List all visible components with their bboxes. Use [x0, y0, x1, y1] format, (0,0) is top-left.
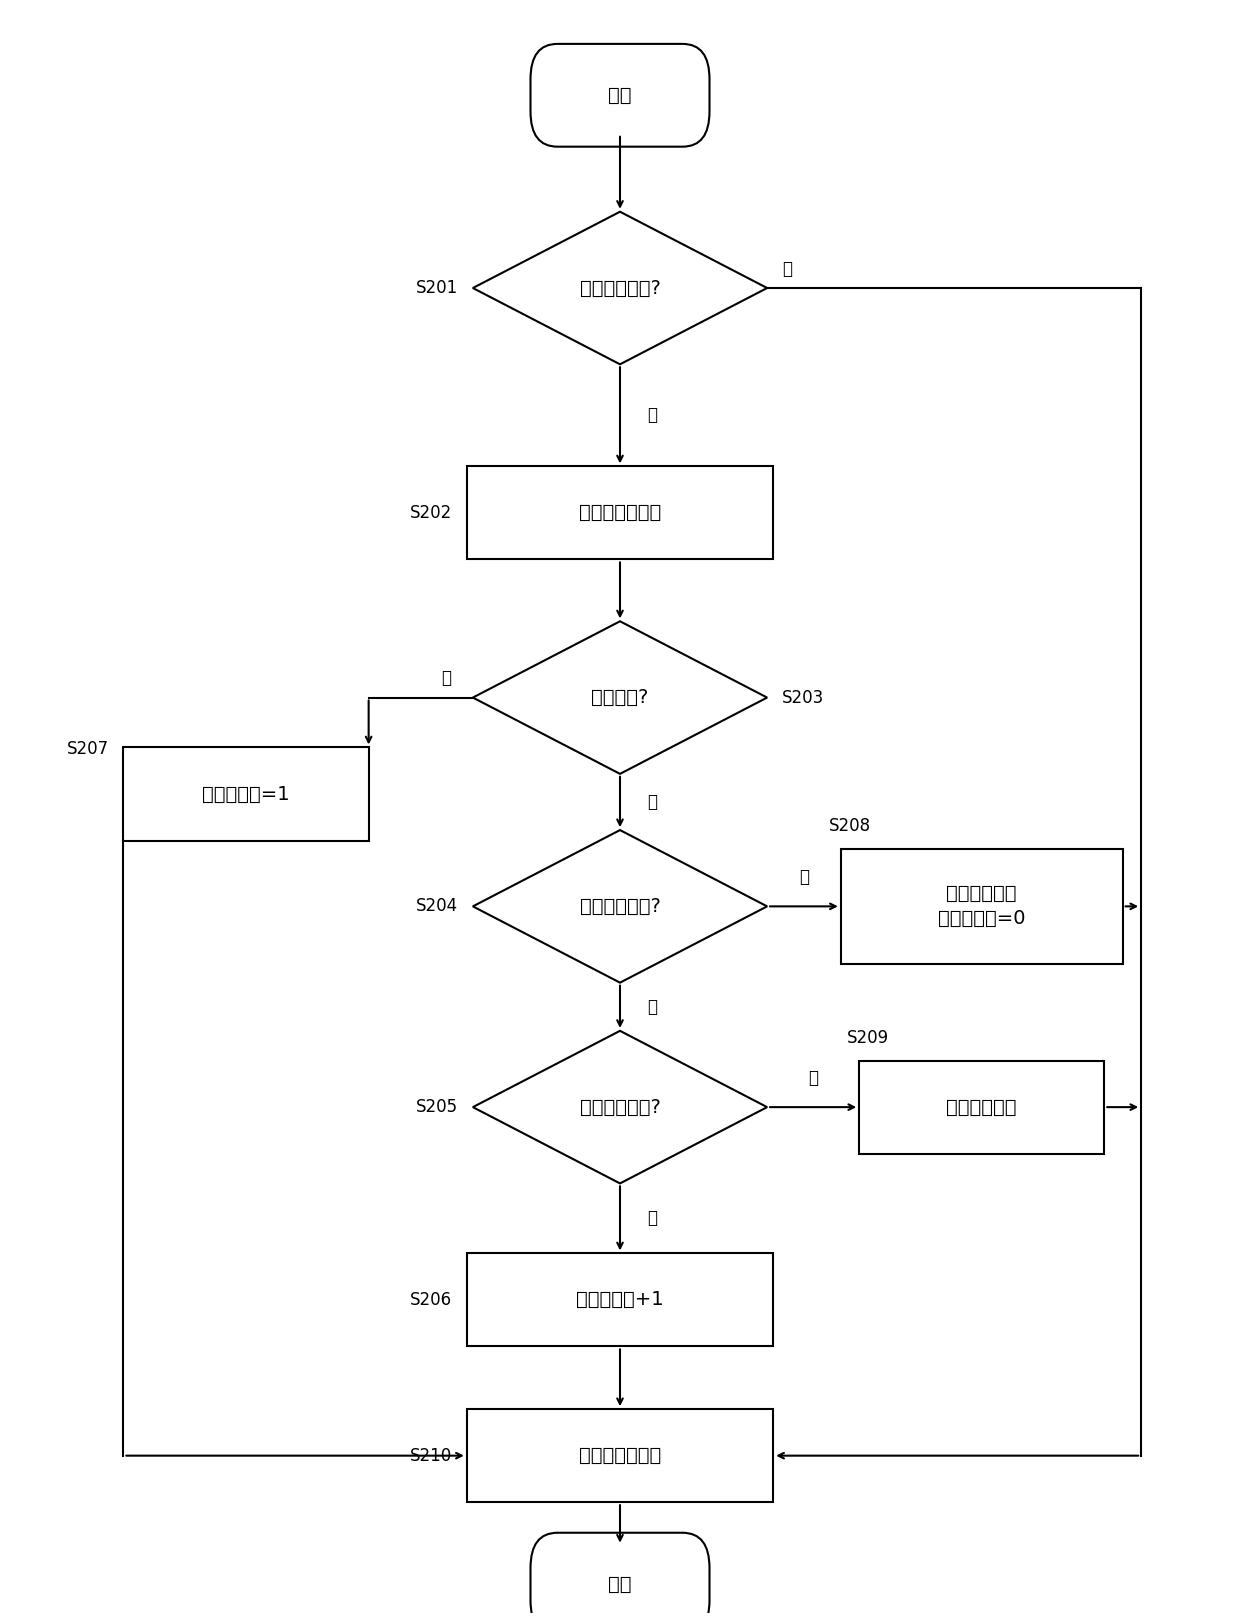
Text: 首次发送?: 首次发送?	[591, 688, 649, 706]
Text: 否: 否	[647, 1210, 657, 1228]
Text: 否: 否	[647, 998, 657, 1016]
Text: S209: S209	[847, 1029, 889, 1047]
Text: 否: 否	[782, 259, 792, 277]
Bar	[859, 1061, 1105, 1153]
Text: 是: 是	[440, 669, 451, 687]
Text: S202: S202	[409, 504, 453, 522]
Text: S210: S210	[409, 1447, 453, 1464]
Text: S207: S207	[67, 740, 109, 758]
Bar	[466, 1254, 774, 1346]
Text: S203: S203	[782, 688, 825, 706]
Text: 是: 是	[647, 407, 657, 424]
Text: S206: S206	[410, 1291, 453, 1309]
Text: 结束: 结束	[609, 1575, 631, 1594]
Text: S208: S208	[828, 816, 870, 834]
Text: 是: 是	[808, 1069, 818, 1087]
Text: 组建上传数据包: 组建上传数据包	[579, 504, 661, 522]
Text: S205: S205	[417, 1098, 458, 1116]
Polygon shape	[472, 1030, 768, 1184]
Text: 发送计数器+1: 发送计数器+1	[577, 1291, 663, 1309]
Bar	[841, 849, 1122, 964]
Text: 发送次数超标?: 发送次数超标?	[579, 1098, 661, 1116]
Text: 否: 否	[647, 792, 657, 812]
Text: 清除发送标志
发送计数器=0: 清除发送标志 发送计数器=0	[937, 885, 1025, 928]
Bar	[466, 467, 774, 559]
Polygon shape	[472, 829, 768, 983]
Bar	[124, 747, 368, 841]
Text: 发送故障处理: 发送故障处理	[946, 1098, 1017, 1116]
Text: 发送计数器=1: 发送计数器=1	[202, 784, 290, 804]
Bar	[466, 1409, 774, 1502]
Text: S204: S204	[417, 897, 458, 915]
Text: 开始: 开始	[609, 86, 631, 105]
Text: 发送标志置位?: 发送标志置位?	[579, 279, 661, 298]
Polygon shape	[472, 622, 768, 774]
Text: 收到接收应答?: 收到接收应答?	[579, 897, 661, 915]
FancyBboxPatch shape	[531, 44, 709, 147]
Text: S201: S201	[415, 279, 458, 296]
Polygon shape	[472, 212, 768, 364]
Text: 发送上传数据包: 发送上传数据包	[579, 1447, 661, 1464]
FancyBboxPatch shape	[531, 1533, 709, 1620]
Text: 是: 是	[799, 868, 808, 886]
